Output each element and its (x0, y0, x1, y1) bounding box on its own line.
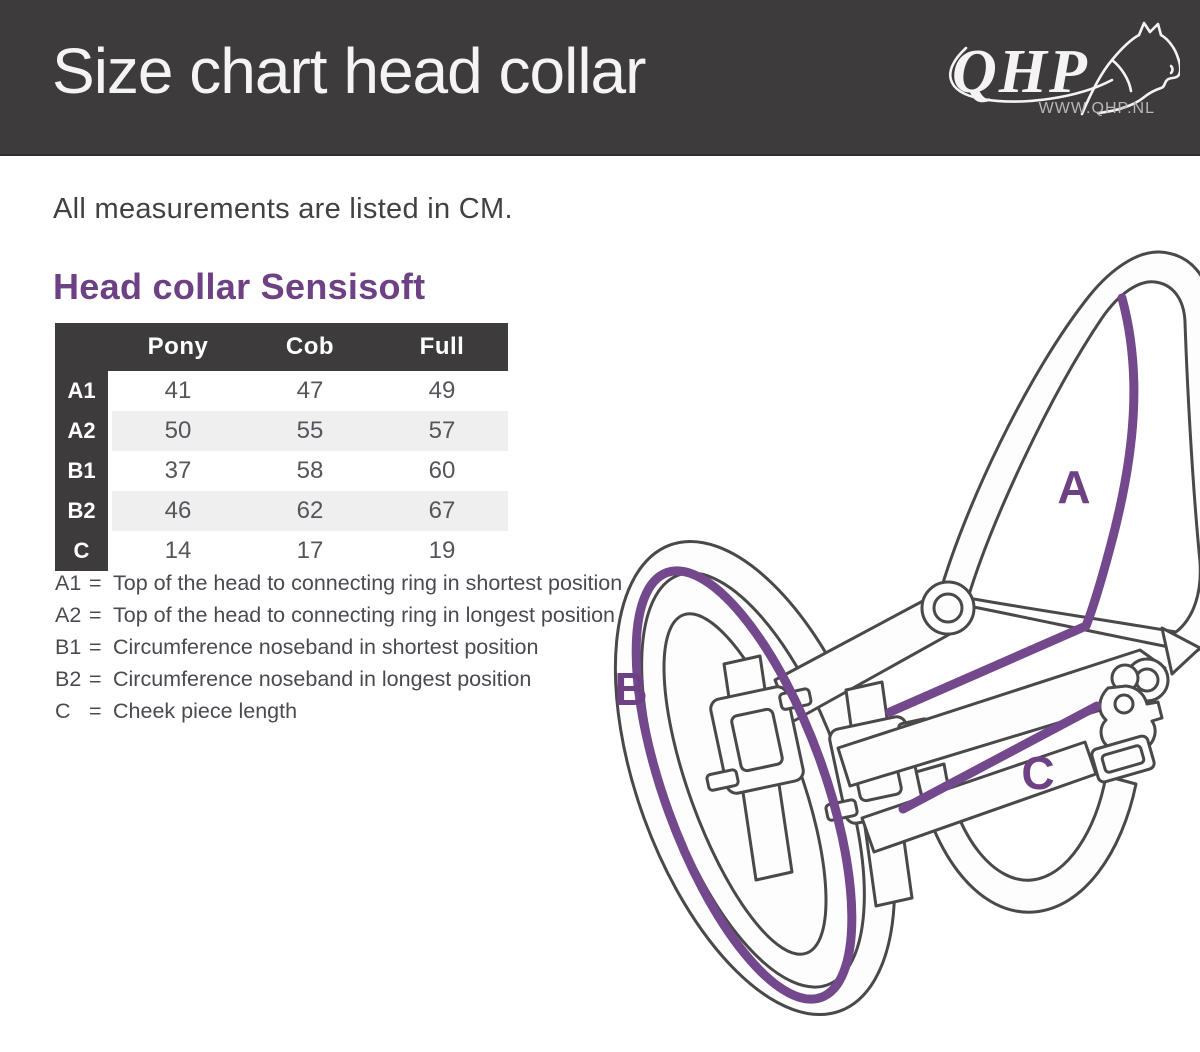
square-buckle (705, 685, 813, 795)
header-bar: Size chart head collar QHP WWW.QHP.NL (0, 0, 1200, 156)
legend-text: Circumference noseband in longest positi… (113, 666, 532, 691)
table-row: A2 50 55 57 (55, 411, 508, 451)
horse-head-icon (1080, 21, 1180, 116)
column-header: Cob (285, 333, 335, 360)
measure-line-C (898, 701, 1102, 814)
legend-item: A2 = Top of the head to connecting ring … (55, 599, 622, 631)
label-A: A (1057, 461, 1090, 513)
table-cell: 62 (244, 491, 376, 531)
logo-url: WWW.QHP.NL (1038, 100, 1155, 117)
legend-text: Top of the head to connecting ring in sh… (113, 570, 623, 595)
legend-text: Cheek piece length (113, 698, 298, 723)
row-label: A2 (55, 411, 108, 451)
table-cell: 50 (112, 411, 244, 451)
table-header-row: Pony Cob Full (55, 323, 508, 371)
table-cell: 49 (376, 371, 508, 411)
table-cell: 37 (112, 451, 244, 491)
page-title: Size chart head collar (52, 35, 646, 107)
table-cell: 55 (244, 411, 376, 451)
legend-key: A1 (55, 570, 82, 595)
legend-item: C = Cheek piece length (55, 695, 622, 727)
crown-loop (936, 250, 1200, 654)
legend-eq: = (89, 634, 102, 659)
legend-eq: = (89, 666, 102, 691)
table-cell: 47 (244, 371, 376, 411)
table-cell: 46 (112, 491, 244, 531)
section-title: Head collar Sensisoft (53, 266, 426, 307)
chin-loop (914, 762, 1138, 914)
label-C: C (1021, 747, 1054, 799)
legend-key: C (55, 698, 71, 723)
table-cell: 57 (376, 411, 508, 451)
legend-item: A1 = Top of the head to connecting ring … (55, 567, 622, 599)
measure-line-B (631, 566, 857, 1004)
legend-text: Top of the head to connecting ring in lo… (113, 602, 616, 627)
logo-swoosh-icon (949, 46, 1114, 103)
table-cell: 60 (376, 451, 508, 491)
table-row: B1 37 58 60 (55, 451, 508, 491)
label-B: B (614, 663, 647, 715)
table-cell: 67 (376, 491, 508, 531)
legend-eq: = (89, 602, 102, 627)
row-label: B2 (55, 491, 108, 531)
row-label: A1 (55, 371, 108, 411)
snap-hook (1090, 663, 1164, 784)
measurement-legend: A1 = Top of the head to connecting ring … (55, 567, 622, 727)
junction-ring (920, 580, 976, 636)
column-header: Pony (147, 333, 209, 360)
legend-key: B1 (55, 634, 82, 659)
legend-key: A2 (55, 602, 82, 627)
legend-item: B1 = Circumference noseband in shortest … (55, 631, 622, 663)
measurements-note: All measurements are listed in CM. (53, 193, 513, 225)
column-header: Full (419, 333, 465, 360)
legend-item: B2 = Circumference noseband in longest p… (55, 663, 622, 695)
legend-key: B2 (55, 666, 82, 691)
table-cell: 19 (376, 531, 508, 571)
strap-fold (1160, 626, 1200, 676)
table-cell: 41 (112, 371, 244, 411)
legend-eq: = (89, 698, 102, 723)
table-row: B2 46 62 67 (55, 491, 508, 531)
table-cell: 14 (112, 531, 244, 571)
measure-line-A (885, 293, 1139, 717)
head-collar-diagram: A B C (613, 250, 1200, 1017)
row-label: C (55, 531, 108, 571)
legend-eq: = (89, 570, 102, 595)
logo-brand-text: QHP (952, 38, 1089, 106)
table-cell: 17 (244, 531, 376, 571)
legend-text: Circumference noseband in shortest posit… (113, 634, 539, 659)
row-label: B1 (55, 451, 108, 491)
qhp-logo: QHP (949, 21, 1180, 116)
table-cell: 58 (244, 451, 376, 491)
size-table: Pony Cob Full A1 41 47 49 A2 50 55 57 B1… (55, 323, 508, 571)
table-row: A1 41 47 49 (55, 371, 508, 411)
table-row: C 14 17 19 (55, 531, 508, 571)
